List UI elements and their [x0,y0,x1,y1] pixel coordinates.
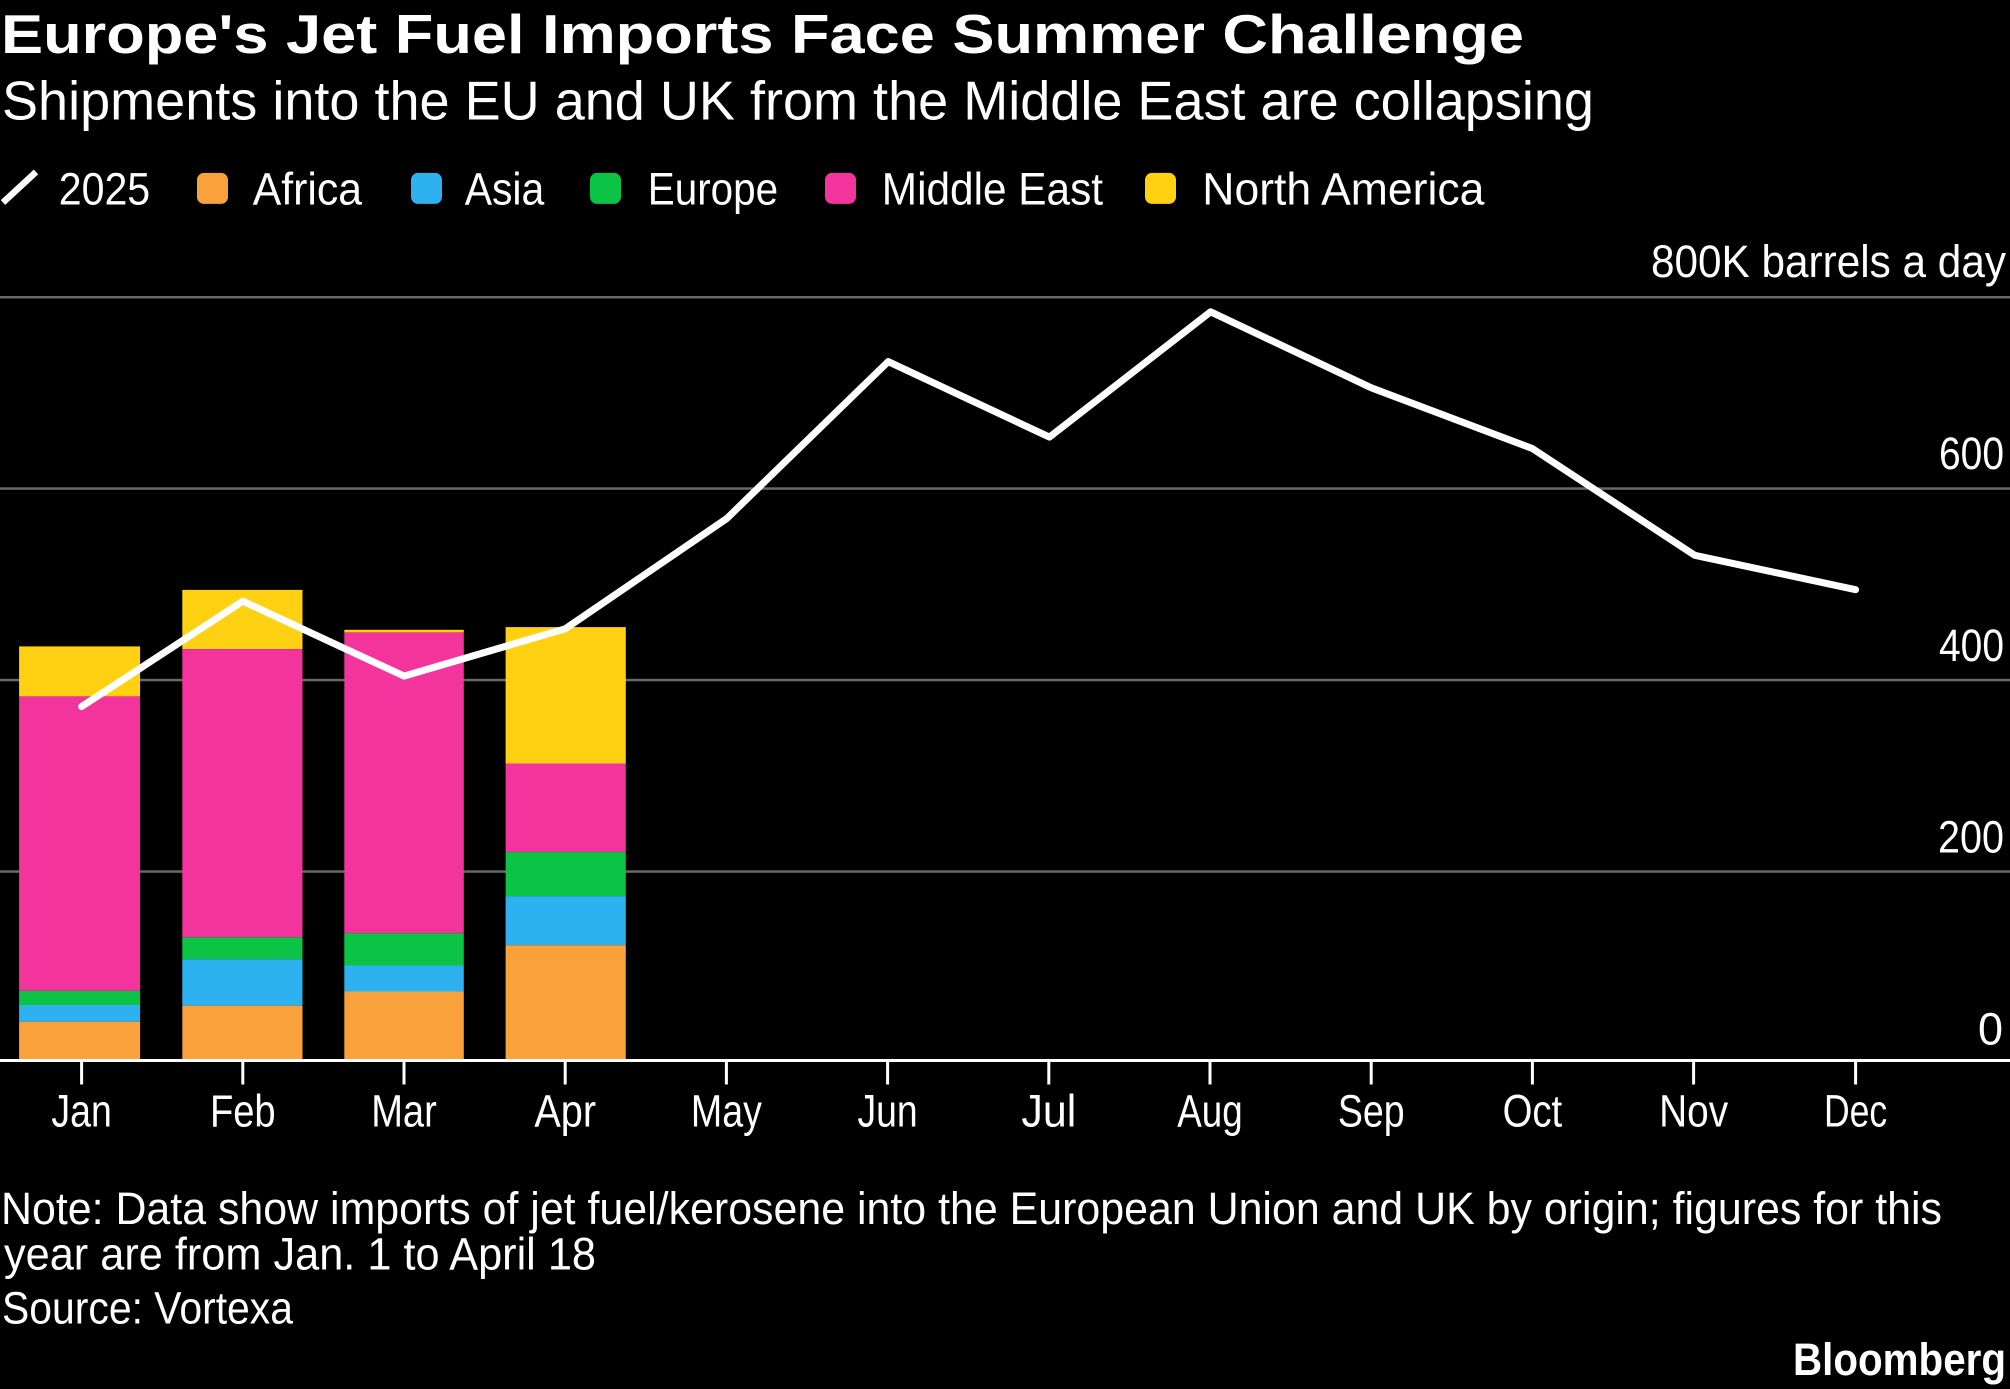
svg-text:400: 400 [1939,620,2004,671]
svg-text:800K barrels a day: 800K barrels a day [1651,236,2006,287]
svg-text:North America: North America [1202,164,1485,215]
svg-text:Bloomberg: Bloomberg [1793,1334,2006,1385]
svg-text:Europe's Jet Fuel Imports Face: Europe's Jet Fuel Imports Face Summer Ch… [1,3,1524,65]
svg-text:Feb: Feb [210,1085,276,1136]
svg-text:Jan: Jan [51,1085,111,1136]
svg-text:Nov: Nov [1659,1085,1728,1136]
svg-text:Europe: Europe [648,164,778,215]
svg-text:Mar: Mar [371,1085,437,1136]
svg-text:Source: Vortexa: Source: Vortexa [2,1282,294,1333]
svg-text:Oct: Oct [1503,1085,1563,1136]
svg-text:year are from Jan. 1 to April: year are from Jan. 1 to April 18 [4,1228,596,1279]
svg-text:0: 0 [1978,1004,2003,1055]
svg-text:May: May [691,1085,762,1136]
svg-text:200: 200 [1938,812,2004,863]
svg-text:Apr: Apr [534,1085,596,1136]
svg-text:Aug: Aug [1177,1085,1242,1136]
svg-text:Dec: Dec [1824,1085,1887,1136]
svg-text:600: 600 [1939,428,2004,479]
svg-text:Jul: Jul [1021,1085,1076,1136]
svg-text:Jun: Jun [858,1085,918,1136]
svg-text:Asia: Asia [465,164,545,215]
svg-text:Middle East: Middle East [882,164,1104,215]
svg-text:Note: Data show imports of jet: Note: Data show imports of jet fuel/kero… [1,1183,1942,1234]
svg-text:Africa: Africa [253,164,363,215]
svg-text:Sep: Sep [1338,1085,1405,1136]
svg-text:Shipments into the EU and UK f: Shipments into the EU and UK from the Mi… [2,70,1594,132]
svg-text:2025: 2025 [59,164,151,215]
